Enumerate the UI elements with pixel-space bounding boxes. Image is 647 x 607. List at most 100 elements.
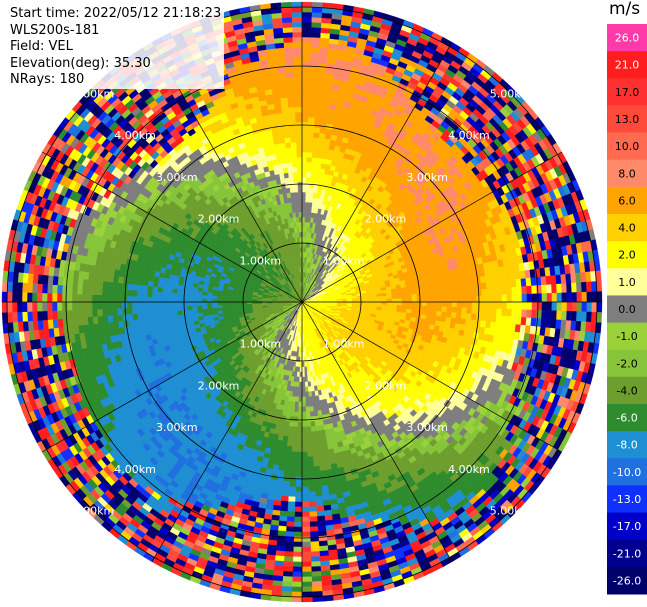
velocity-bin: [301, 106, 310, 113]
velocity-bin: [485, 281, 492, 290]
velocity-bin: [546, 310, 553, 320]
velocity-bin: [455, 312, 462, 319]
velocity-bin: [561, 283, 568, 294]
velocity-bin: [431, 297, 438, 303]
velocity-bin: [445, 311, 452, 318]
velocity-bin: [396, 294, 403, 299]
velocity-bin: [571, 282, 578, 293]
velocity-bin: [405, 286, 412, 292]
velocity-bin: [516, 301, 523, 310]
velocity-bin: [301, 56, 311, 63]
velocity-bin: [310, 31, 322, 38]
velocity-bin: [421, 293, 428, 299]
velocity-bin: [551, 283, 558, 294]
velocity-bin: [301, 111, 309, 118]
velocity-bin: [531, 309, 538, 319]
velocity-bin: [301, 191, 307, 198]
velocity-bin: [481, 308, 488, 316]
velocity-bin: [311, 26, 322, 33]
velocity-bin: [310, 51, 320, 58]
velocity-bin: [461, 307, 468, 314]
velocity-bin: [304, 216, 309, 223]
velocity-bin: [471, 295, 478, 303]
velocity-bin: [521, 293, 528, 303]
velocity-bin: [306, 146, 314, 153]
velocity-bin: [301, 131, 309, 138]
velocity-bin: [506, 301, 513, 310]
velocity-bin: [421, 310, 427, 316]
velocity-bin: [305, 201, 310, 208]
velocity-bin: [391, 295, 398, 300]
velocity-bin: [301, 86, 310, 93]
velocity-bin: [576, 301, 583, 313]
velocity-bin: [371, 299, 378, 303]
velocity-bin: [586, 311, 593, 323]
velocity-bin: [406, 305, 413, 310]
velocity-bin: [481, 295, 488, 303]
velocity-bin: [454, 273, 461, 281]
velocity-bin: [411, 289, 417, 295]
velocity-bin: [480, 314, 487, 322]
velocity-bin: [521, 301, 528, 311]
velocity-bin: [307, 136, 314, 143]
velocity-bin: [460, 278, 467, 286]
velocity-bin: [521, 309, 528, 318]
velocity-bin: [381, 295, 388, 300]
velocity-bin: [311, 6, 323, 13]
velocity-bin: [421, 305, 428, 311]
velocity-bin: [456, 290, 463, 297]
velocity-bin: [546, 284, 553, 294]
velocity-bin: [406, 309, 412, 314]
velocity-bin: [480, 282, 487, 290]
velocity-bin: [441, 291, 448, 298]
velocity-bin: [511, 286, 518, 295]
velocity-bin: [391, 291, 398, 296]
velocity-bin: [309, 187, 315, 193]
velocity-bin: [301, 71, 311, 78]
velocity-bin: [316, 87, 325, 94]
velocity-bin: [551, 301, 558, 312]
velocity-bin: [376, 298, 383, 303]
velocity-bin: [311, 16, 323, 23]
velocity-bin: [315, 102, 324, 109]
velocity-bin: [308, 101, 317, 108]
velocity-bin: [426, 306, 433, 312]
velocity-bin: [301, 91, 310, 98]
velocity-bin: [421, 288, 427, 294]
velocity-bin: [586, 281, 593, 293]
velocity-bin: [446, 306, 453, 313]
velocity-bin: [466, 295, 473, 303]
velocity-bin: [435, 315, 442, 322]
velocity-bin: [396, 291, 403, 296]
velocity-bin: [301, 156, 308, 163]
velocity-bin: [571, 292, 578, 303]
velocity-bin: [486, 308, 493, 316]
velocity-bin: [561, 301, 568, 312]
velocity-bin: [308, 111, 316, 118]
velocity-bin: [301, 206, 306, 213]
velocity-bin: [301, 121, 309, 128]
velocity-bin: [505, 316, 512, 325]
velocity-bin: [386, 298, 393, 303]
velocity-bin: [436, 301, 443, 308]
velocity-bin: [301, 181, 307, 188]
velocity-bin: [301, 231, 305, 238]
velocity-bin: [416, 301, 423, 307]
velocity-bin: [411, 309, 417, 315]
velocity-bin: [371, 296, 378, 300]
velocity-bin: [526, 309, 533, 319]
velocity-bin: [426, 310, 432, 316]
velocity-bin: [566, 282, 573, 294]
velocity-bin: [460, 312, 467, 320]
velocity-bin: [495, 315, 502, 324]
velocity-bin: [431, 292, 438, 298]
velocity-bin: [576, 291, 583, 303]
velocity-bin: [530, 277, 537, 287]
velocity-bin: [366, 299, 373, 303]
velocity-bin: [440, 311, 447, 318]
velocity-bin: [308, 106, 316, 113]
velocity-bin: [531, 301, 538, 311]
velocity-bin: [309, 66, 319, 73]
velocity-bin: [381, 301, 388, 306]
velocity-bin: [311, 152, 318, 159]
